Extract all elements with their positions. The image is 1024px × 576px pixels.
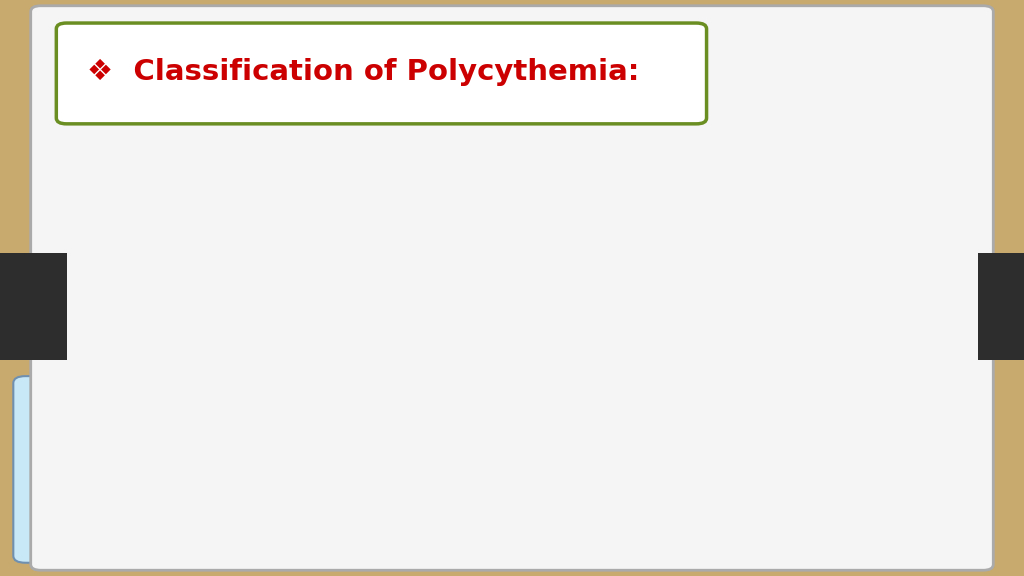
FancyBboxPatch shape	[530, 265, 739, 334]
Text: Relative: Relative	[711, 192, 764, 205]
Text: Appropriate increase
in erythropoietin
    Lung disease
    Heavy smoking
    Co: Appropriate increase in erythropoietin L…	[676, 411, 808, 528]
FancyBboxPatch shape	[402, 75, 622, 132]
Text: ❖  Classification of Polycythemia:: ❖ Classification of Polycythemia:	[87, 58, 639, 86]
FancyBboxPatch shape	[643, 170, 831, 227]
Text: Apparent
polycythaemia: Apparent polycythaemia	[586, 286, 684, 313]
FancyBboxPatch shape	[13, 376, 253, 563]
FancyBboxPatch shape	[307, 395, 584, 532]
Text: Polycythaemia: Polycythaemia	[463, 97, 561, 110]
Text: Secondary: Secondary	[359, 293, 429, 306]
Text: Absolute: Absolute	[257, 192, 316, 205]
Text: Inappropriate increase
in erythropoietin
    Tumours (renal, liver
    and cereb: Inappropriate increase in erythropoietin…	[332, 435, 470, 492]
Text: Primary: Primary	[108, 293, 159, 306]
Text: Polycythaemia
vera
Mutations in
erythropoietin
receptor
High oxygen
affinity
hae: Polycythaemia vera Mutations in erythrop…	[38, 411, 124, 528]
FancyBboxPatch shape	[786, 271, 995, 328]
FancyBboxPatch shape	[49, 271, 217, 328]
Text: Dehydration: Dehydration	[850, 293, 932, 306]
FancyBboxPatch shape	[193, 170, 381, 227]
FancyBboxPatch shape	[651, 376, 936, 563]
FancyBboxPatch shape	[300, 271, 488, 328]
Text: 30: 30	[969, 548, 985, 562]
